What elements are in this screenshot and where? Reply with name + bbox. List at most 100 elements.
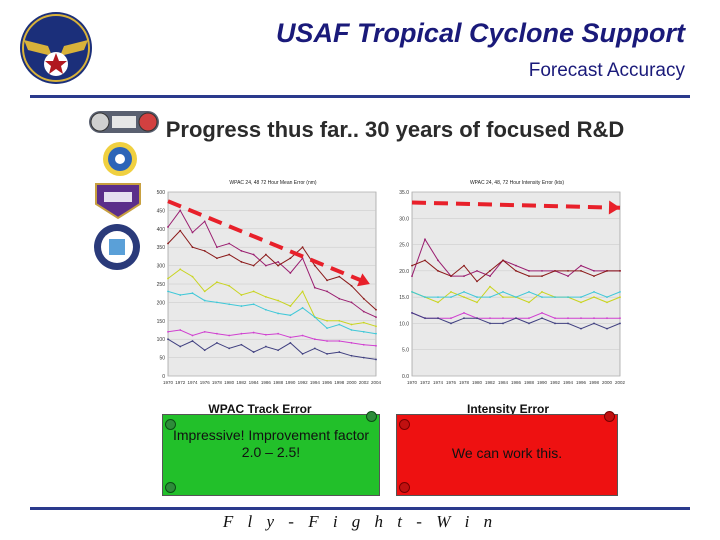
data-point [179, 268, 182, 271]
y-tick-label: 25.0 [399, 243, 409, 249]
data-point [228, 347, 231, 350]
data-point [463, 275, 465, 278]
data-point [264, 308, 267, 311]
data-point [228, 334, 231, 337]
data-point [554, 317, 556, 320]
data-point [411, 275, 413, 278]
data-point [179, 229, 182, 232]
data-point [350, 284, 353, 287]
data-point [252, 290, 255, 293]
scroll-knob [366, 411, 377, 422]
data-point [489, 275, 491, 278]
data-point [313, 286, 316, 289]
data-point [528, 322, 530, 325]
data-point [541, 275, 543, 278]
data-point [313, 347, 316, 350]
y-tick-label: 35.0 [399, 190, 409, 196]
y-tick-label: 500 [157, 190, 166, 196]
data-point [489, 322, 491, 325]
data-point [264, 333, 267, 336]
data-point [476, 296, 478, 299]
data-point [502, 322, 504, 325]
data-point [277, 264, 280, 267]
data-point [338, 275, 341, 278]
data-point [264, 253, 267, 256]
data-point [567, 275, 569, 278]
data-point [567, 269, 569, 272]
trend-arrow [167, 199, 371, 286]
data-point [362, 356, 365, 359]
data-point [313, 316, 316, 319]
data-point [313, 264, 316, 267]
data-point [216, 332, 218, 335]
y-tick-label: 50 [159, 356, 165, 362]
data-point [203, 330, 206, 333]
data-point [528, 301, 530, 304]
data-point [375, 316, 377, 319]
x-tick-label: 1980 [224, 380, 235, 385]
partner-seal-1-icon [88, 108, 160, 136]
scroll-knob [399, 419, 410, 430]
data-point [203, 290, 206, 293]
data-point [528, 269, 530, 272]
chart-title: WPAC 24, 48 72 Hour Mean Error (nm) [229, 180, 316, 186]
data-point [338, 340, 341, 342]
x-tick-label: 1996 [322, 380, 333, 385]
y-tick-label: 0 [162, 374, 165, 380]
data-point [593, 290, 595, 293]
data-point [240, 332, 243, 335]
data-point [264, 295, 267, 298]
data-point [606, 269, 608, 272]
data-point [252, 253, 255, 256]
data-point [289, 257, 292, 260]
data-point [338, 297, 341, 300]
data-point [489, 285, 491, 288]
x-tick-label: 1984 [249, 380, 260, 385]
x-tick-label: 1972 [420, 380, 431, 385]
data-point [289, 305, 292, 307]
data-point [606, 317, 608, 320]
data-point [252, 303, 255, 306]
data-point [515, 269, 517, 272]
data-point [554, 322, 556, 325]
x-tick-label: 1982 [485, 380, 496, 385]
data-point [301, 353, 304, 355]
data-point [216, 246, 218, 249]
y-tick-label: 450 [157, 208, 166, 214]
data-point [593, 322, 595, 325]
data-point [450, 296, 452, 299]
data-point [301, 334, 304, 337]
data-point [580, 264, 582, 267]
data-point [240, 343, 243, 346]
x-tick-label: 1974 [433, 380, 444, 385]
data-point [463, 312, 465, 314]
track-error-chart: WPAC 24, 48 72 Hour Mean Error (nm) 0 50 10… [142, 174, 384, 400]
x-tick-label: 1990 [537, 380, 548, 385]
data-point [326, 319, 328, 322]
data-point [528, 275, 530, 278]
data-point [191, 292, 194, 295]
x-tick-label: 1994 [310, 380, 321, 385]
data-point [463, 296, 465, 299]
series-line [167, 338, 377, 360]
data-point [252, 351, 255, 353]
data-point [580, 296, 582, 299]
data-point [167, 242, 169, 245]
data-point [240, 305, 243, 307]
data-point [167, 226, 169, 228]
y-tick-label: 300 [157, 264, 166, 270]
data-point [289, 341, 292, 344]
page-title: USAF Tropical Cyclone Support [275, 18, 685, 48]
data-point [450, 290, 452, 293]
x-tick-label: 2002 [359, 380, 370, 385]
x-tick-label: 1986 [261, 380, 272, 385]
data-point [567, 296, 569, 299]
data-point [216, 281, 218, 284]
partner-seal-4-icon [92, 222, 142, 272]
data-point [424, 238, 426, 241]
data-point [191, 340, 194, 342]
partner-seal-2-icon [96, 140, 144, 178]
data-point [375, 325, 377, 328]
data-point [515, 296, 517, 299]
data-point [240, 294, 243, 296]
